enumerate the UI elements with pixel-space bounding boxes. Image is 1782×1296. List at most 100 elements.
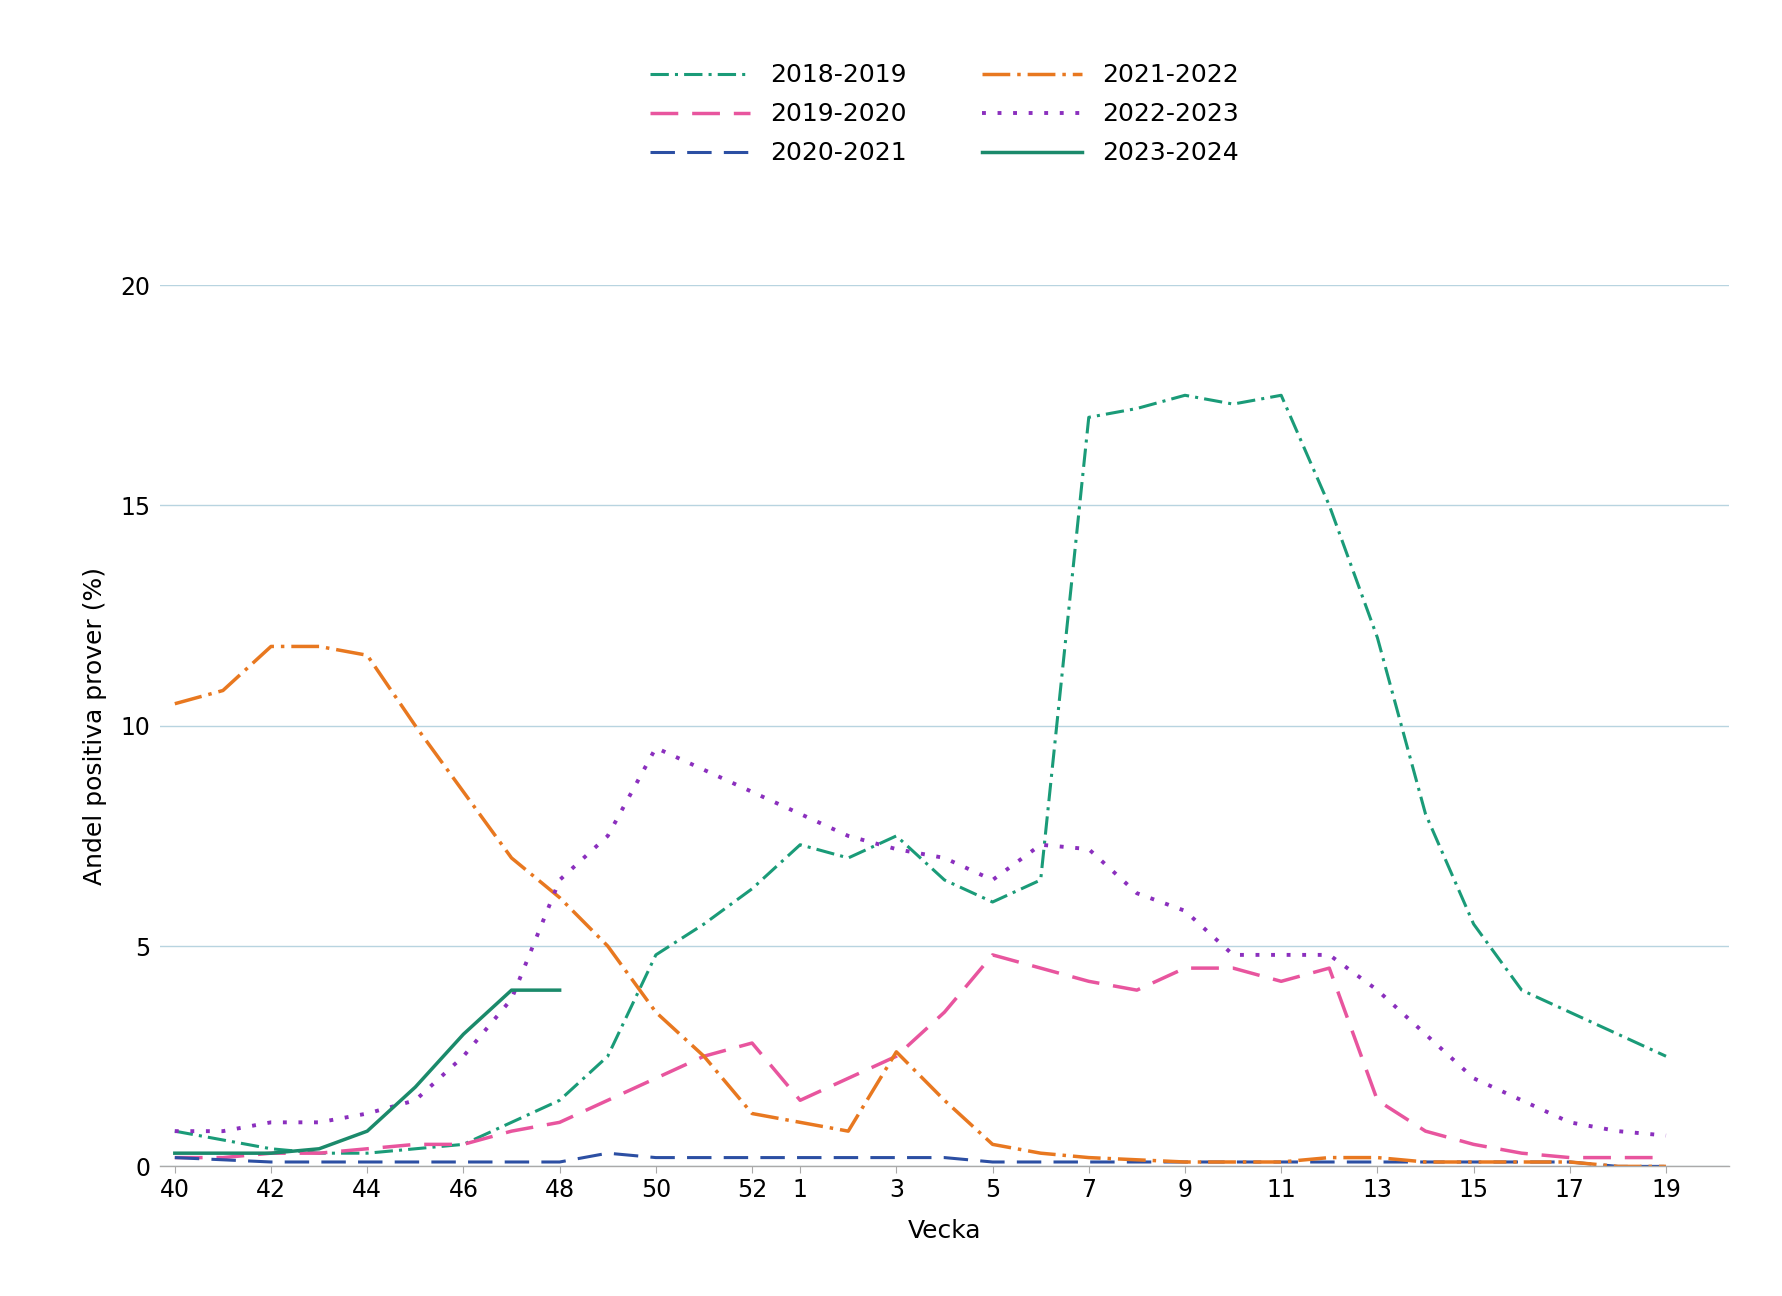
2020-2021: [260, 1155, 282, 1170]
2019-2020: [1126, 982, 1148, 998]
2022-2023: [549, 872, 570, 888]
2020-2021: [693, 1150, 715, 1165]
2023-2024: [356, 1124, 378, 1139]
2022-2023: [1078, 841, 1099, 857]
2018-2019: [1415, 806, 1436, 822]
2022-2023: [1271, 947, 1292, 963]
2021-2022: [1174, 1155, 1196, 1170]
2021-2022: [886, 1045, 907, 1060]
2020-2021: [838, 1150, 859, 1165]
2020-2021: [982, 1155, 1003, 1170]
2018-2019: [741, 881, 763, 897]
2018-2019: [1174, 388, 1196, 403]
2022-2023: [1655, 1128, 1677, 1143]
2022-2023: [212, 1124, 233, 1139]
2022-2023: [1463, 1070, 1484, 1086]
2020-2021: [164, 1150, 185, 1165]
2021-2022: [1511, 1155, 1533, 1170]
Line: 2020-2021: 2020-2021: [175, 1153, 1666, 1166]
2019-2020: [1607, 1150, 1629, 1165]
2019-2020: [886, 1048, 907, 1064]
2019-2020: [164, 1150, 185, 1165]
2022-2023: [693, 762, 715, 778]
Line: 2018-2019: 2018-2019: [175, 395, 1666, 1153]
2020-2021: [1367, 1155, 1388, 1170]
2019-2020: [934, 1004, 955, 1020]
2018-2019: [1367, 630, 1388, 645]
Legend: 2018-2019, 2019-2020, 2020-2021, 2021-2022, 2022-2023, 2023-2024: 2018-2019, 2019-2020, 2020-2021, 2021-20…: [638, 51, 1251, 178]
2020-2021: [789, 1150, 811, 1165]
2022-2023: [1367, 982, 1388, 998]
2020-2021: [1271, 1155, 1292, 1170]
2022-2023: [501, 991, 522, 1007]
2023-2024: [260, 1146, 282, 1161]
2020-2021: [1463, 1155, 1484, 1170]
2018-2019: [212, 1133, 233, 1148]
2022-2023: [356, 1105, 378, 1121]
2018-2019: [934, 872, 955, 888]
2021-2022: [693, 1048, 715, 1064]
2020-2021: [1030, 1155, 1051, 1170]
2019-2020: [1655, 1150, 1677, 1165]
2018-2019: [453, 1137, 474, 1152]
2020-2021: [405, 1155, 426, 1170]
2021-2022: [260, 639, 282, 654]
2021-2022: [164, 696, 185, 712]
2021-2022: [1463, 1155, 1484, 1170]
Y-axis label: Andel positiva prover (%): Andel positiva prover (%): [82, 566, 107, 885]
2020-2021: [1126, 1155, 1148, 1170]
2021-2022: [645, 1004, 666, 1020]
2019-2020: [838, 1070, 859, 1086]
2022-2023: [741, 784, 763, 800]
2021-2022: [549, 890, 570, 906]
2022-2023: [645, 740, 666, 756]
2020-2021: [1222, 1155, 1244, 1170]
2018-2019: [1607, 1026, 1629, 1042]
2020-2021: [597, 1146, 618, 1161]
2018-2019: [645, 947, 666, 963]
2018-2019: [1559, 1004, 1581, 1020]
2021-2022: [1222, 1155, 1244, 1170]
2022-2023: [934, 850, 955, 866]
2020-2021: [741, 1150, 763, 1165]
2022-2023: [838, 828, 859, 844]
2021-2022: [597, 938, 618, 954]
2019-2020: [1030, 960, 1051, 976]
2023-2024: [164, 1146, 185, 1161]
2021-2022: [1271, 1155, 1292, 1170]
2021-2022: [501, 850, 522, 866]
2023-2024: [212, 1146, 233, 1161]
2023-2024: [453, 1026, 474, 1042]
2019-2020: [597, 1093, 618, 1108]
2018-2019: [549, 1093, 570, 1108]
2021-2022: [1030, 1146, 1051, 1161]
2022-2023: [789, 806, 811, 822]
2018-2019: [982, 894, 1003, 910]
2021-2022: [789, 1115, 811, 1130]
2019-2020: [1415, 1124, 1436, 1139]
2021-2022: [1415, 1155, 1436, 1170]
Line: 2019-2020: 2019-2020: [175, 955, 1666, 1157]
2019-2020: [1511, 1146, 1533, 1161]
2021-2022: [838, 1124, 859, 1139]
2022-2023: [1607, 1124, 1629, 1139]
2021-2022: [308, 639, 330, 654]
2018-2019: [1030, 872, 1051, 888]
2020-2021: [453, 1155, 474, 1170]
2020-2021: [1655, 1159, 1677, 1174]
2022-2023: [260, 1115, 282, 1130]
2022-2023: [982, 872, 1003, 888]
2019-2020: [308, 1146, 330, 1161]
2018-2019: [789, 837, 811, 853]
2022-2023: [886, 841, 907, 857]
2019-2020: [549, 1115, 570, 1130]
2021-2022: [1559, 1155, 1581, 1170]
2021-2022: [741, 1105, 763, 1121]
2018-2019: [501, 1115, 522, 1130]
2022-2023: [1511, 1093, 1533, 1108]
2018-2019: [838, 850, 859, 866]
2018-2019: [260, 1140, 282, 1156]
2021-2022: [1367, 1150, 1388, 1165]
2018-2019: [1126, 400, 1148, 416]
2018-2019: [164, 1124, 185, 1139]
